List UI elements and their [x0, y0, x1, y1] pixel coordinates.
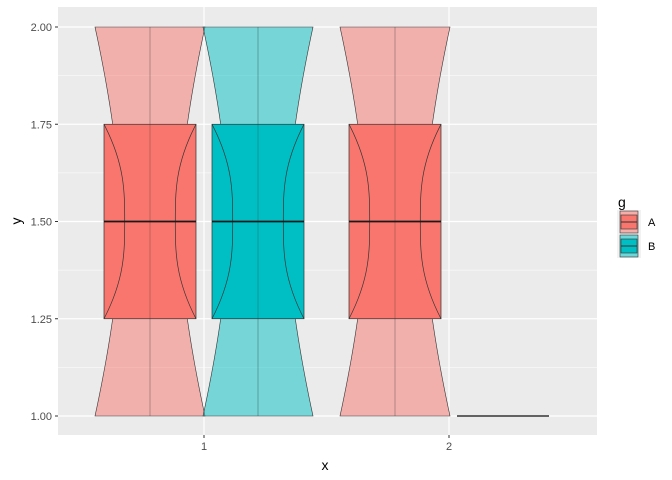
x-tick-label: 1: [201, 441, 207, 453]
legend-title: g: [618, 194, 626, 210]
y-tick-label: 1.50: [31, 217, 52, 229]
y-tick-label: 2.00: [31, 22, 52, 34]
y-tick-label: 1.75: [31, 119, 52, 131]
legend-entry-B: B: [617, 234, 655, 258]
plot-marks: [94, 26, 549, 417]
x-axis-title: x: [322, 457, 329, 473]
axes: 1.00 1.25 1.50 1.75 2.00 1 2: [31, 22, 452, 453]
legend-label: B: [648, 241, 655, 253]
x-tick-label: 2: [446, 441, 452, 453]
y-axis-title: y: [8, 218, 24, 225]
y-tick-label: 1.00: [31, 411, 52, 423]
legend-label: A: [648, 217, 656, 229]
y-tick-label: 1.25: [31, 314, 52, 326]
legend-entry-A: A: [617, 210, 656, 234]
legend: g AB: [617, 194, 656, 258]
